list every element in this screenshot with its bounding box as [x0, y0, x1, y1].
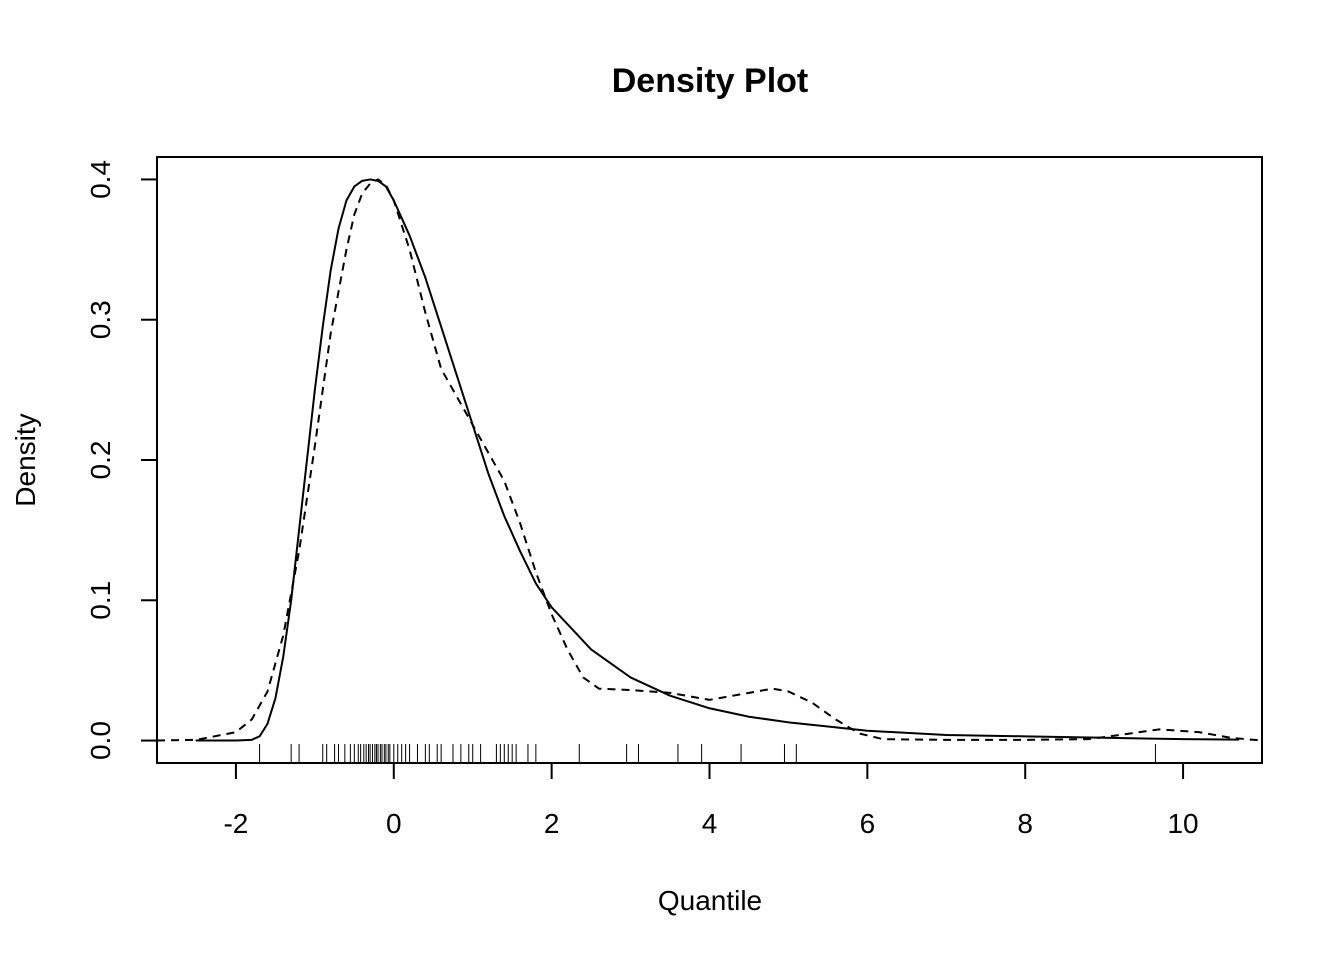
- density-series: [156, 178, 1263, 742]
- y-tick-label: 0.4: [85, 160, 116, 199]
- solid-density-line: [195, 178, 1240, 742]
- x-tick-label: 10: [1167, 808, 1198, 839]
- x-tick-label: 8: [1017, 808, 1033, 839]
- chart-title: Density Plot: [612, 62, 808, 100]
- y-axis: 0.0 0.1 0.2 0.3 0.4: [85, 160, 158, 760]
- x-tick-label: 4: [702, 808, 718, 839]
- x-tick-label: 2: [544, 808, 560, 839]
- x-tick-label: -2: [223, 808, 248, 839]
- y-tick-label: 0.2: [85, 441, 116, 480]
- x-axis: -2 0 2 4 6 8 10: [223, 762, 1199, 839]
- y-tick-label: 0.1: [85, 581, 116, 620]
- y-tick-label: 0.3: [85, 300, 116, 339]
- y-tick-label: 0.0: [85, 721, 116, 760]
- dashed-density-line: [156, 178, 1263, 742]
- x-axis-label: Quantile: [658, 885, 762, 916]
- rug-marks: [259, 744, 1156, 763]
- x-tick-label: 6: [860, 808, 876, 839]
- plot-frame: [156, 156, 1263, 764]
- y-axis-label: Density: [10, 413, 41, 506]
- x-tick-label: 0: [386, 808, 402, 839]
